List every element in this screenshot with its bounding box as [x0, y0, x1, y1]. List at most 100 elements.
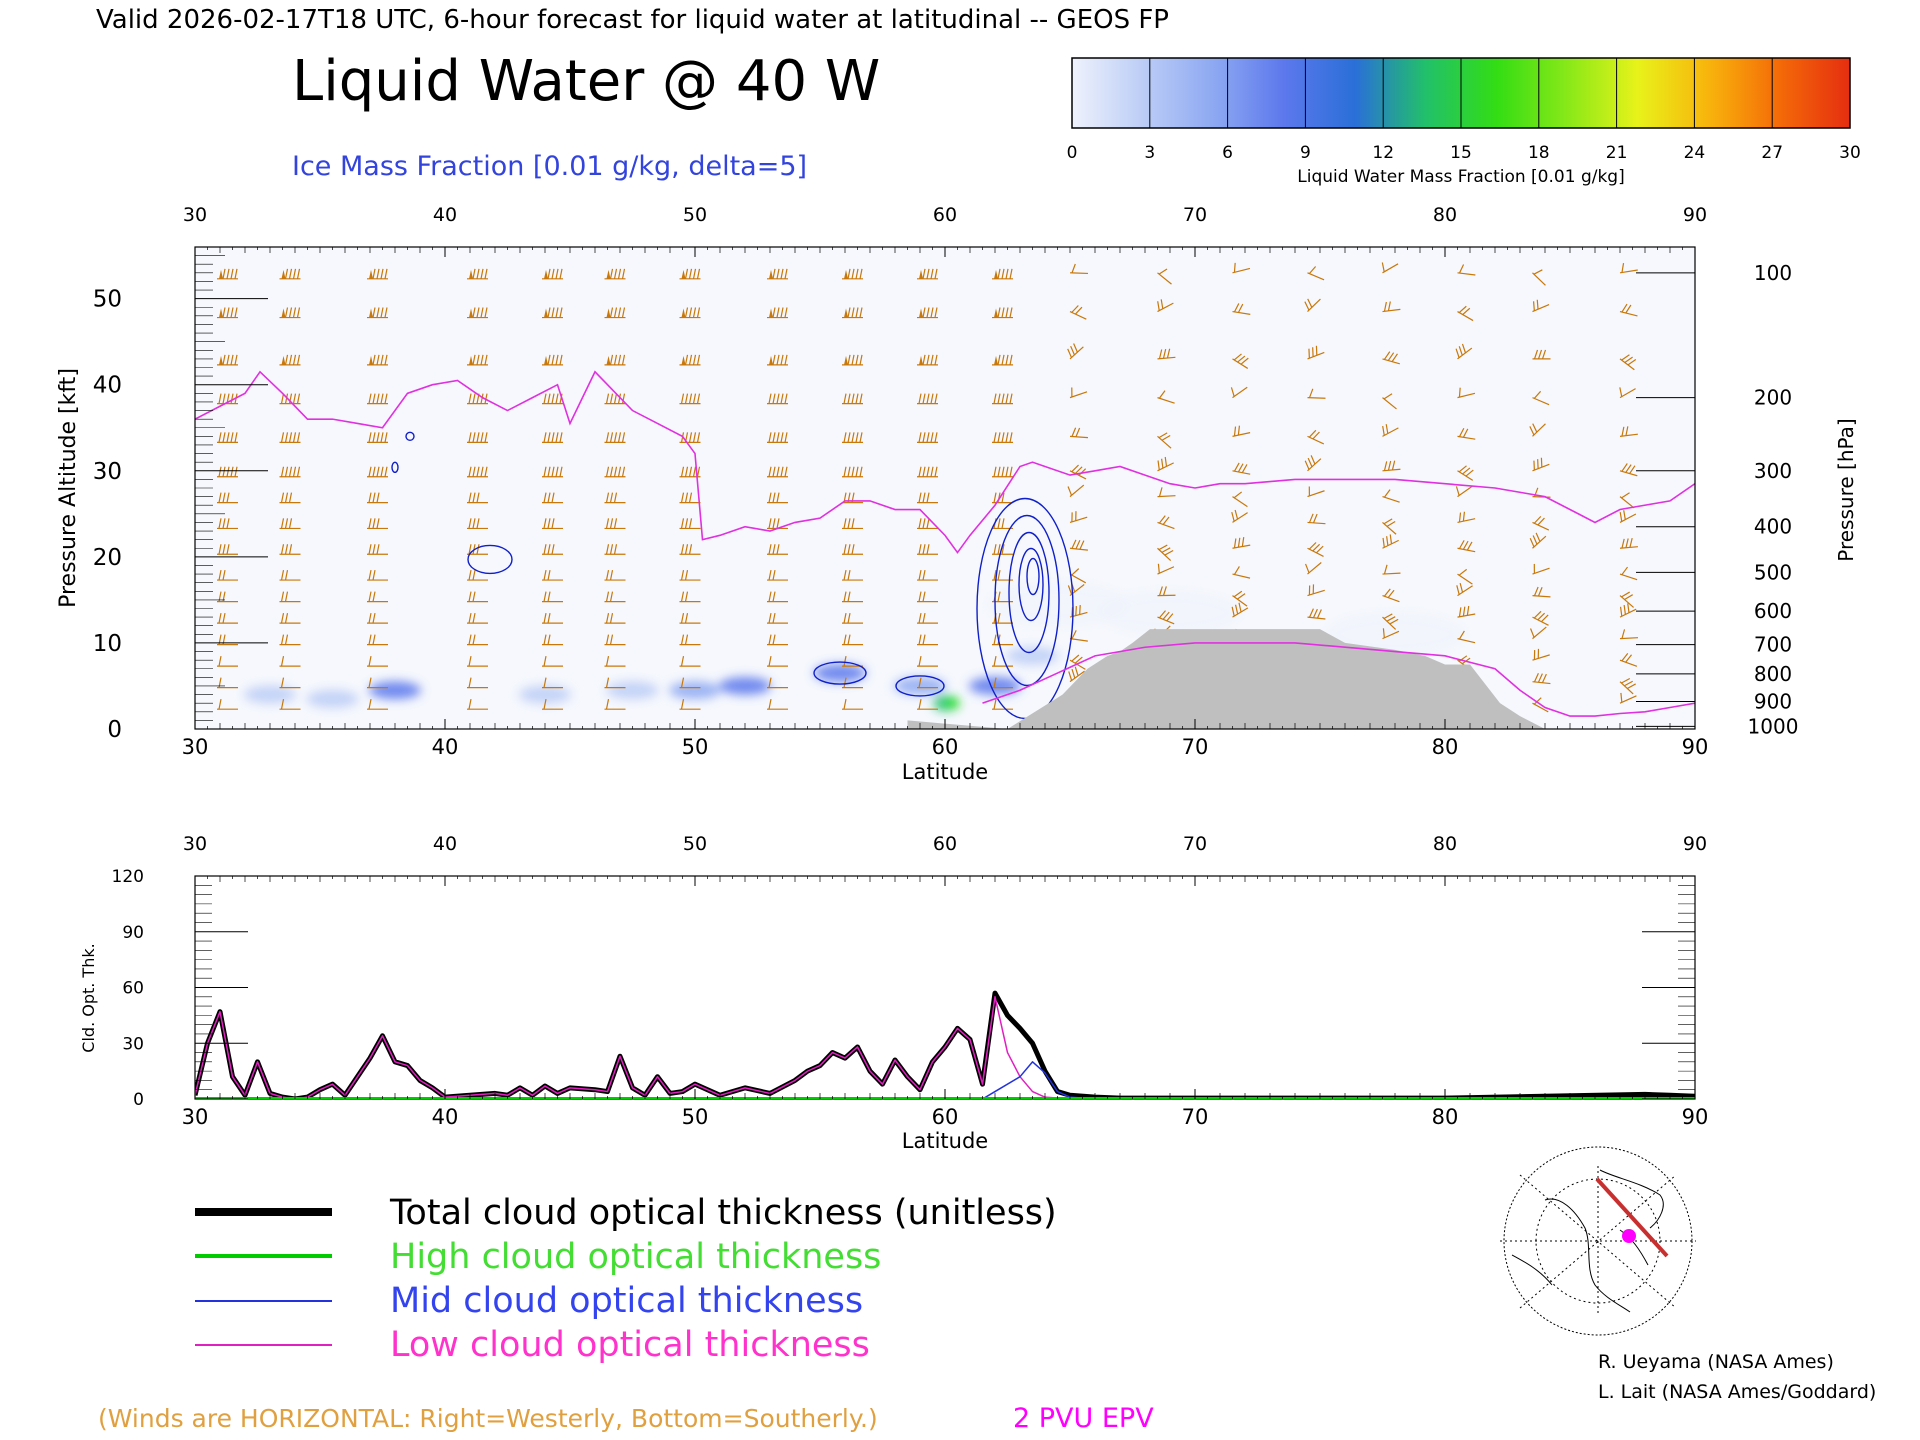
wind-barb: [767, 393, 788, 405]
wind-barb: [917, 268, 938, 280]
lower-x-tick-label: 80: [1432, 1105, 1459, 1129]
pressure-tick-label: 500: [1754, 560, 1792, 584]
colorbar-tick-label: 15: [1450, 143, 1472, 163]
wind-barb: [467, 518, 488, 530]
wind-barb: [367, 466, 388, 478]
wind-barb: [367, 699, 388, 710]
wind-barb: [367, 656, 388, 667]
upper-y-tick-label: 50: [93, 287, 122, 313]
pressure-tick-label: 1000: [1748, 714, 1799, 738]
winds-note: (Winds are HORIZONTAL: Right=Westerly, B…: [98, 1404, 878, 1433]
wind-barb: [542, 612, 563, 624]
wind-barb: [1232, 537, 1251, 549]
wind-barb: [1529, 423, 1546, 437]
wind-barb: [542, 393, 563, 405]
wind-barb: [842, 354, 863, 366]
liquid-water-blob: [719, 676, 771, 695]
wind-barb: [542, 634, 563, 646]
wind-barb: [279, 591, 301, 603]
wind-barb: [1157, 299, 1174, 313]
wind-barb: [604, 393, 626, 405]
wind-barb: [679, 354, 701, 366]
wind-barb: [767, 569, 788, 581]
upper-x-tick-label: 70: [1182, 735, 1209, 759]
upper-top-x-tick-label: 60: [933, 204, 957, 226]
wind-barb: [279, 699, 301, 710]
epv-label: 2 PVU EPV: [1013, 1403, 1154, 1434]
wind-barb: [604, 612, 626, 624]
wind-barb: [917, 518, 938, 530]
wind-barb: [217, 518, 238, 530]
lower-y-tick-label: 60: [122, 979, 144, 999]
wind-barb: [1382, 460, 1401, 472]
upper-y-tick-label: 10: [93, 631, 122, 657]
wind-barb: [1069, 263, 1089, 275]
wind-barb: [367, 393, 388, 405]
wind-barb: [279, 492, 301, 504]
lower-x-tick-label: 90: [1682, 1105, 1709, 1129]
colorbar-tick-label: 9: [1300, 143, 1311, 163]
wind-barb: [604, 677, 626, 689]
wind-barb: [992, 699, 1013, 710]
wind-barb: [1532, 610, 1549, 626]
wind-barb: [767, 612, 788, 624]
wind-barb: [467, 656, 488, 667]
lower-top-x-tick-label: 60: [933, 833, 957, 855]
wind-barb: [1455, 343, 1473, 360]
wind-barb: [1069, 427, 1088, 439]
wind-barb: [467, 492, 488, 504]
upper-top-x-tick-label: 40: [433, 204, 457, 226]
wind-barb: [767, 354, 788, 366]
wind-barb: [279, 354, 301, 366]
ice-contour: [1018, 547, 1044, 622]
wind-barb: [767, 591, 788, 603]
wind-barb: [1619, 677, 1636, 695]
liquid-water-blob: [519, 685, 571, 704]
colorbar-tick-label: 24: [1684, 143, 1706, 163]
wind-barb: [679, 569, 701, 581]
wind-barb: [217, 612, 238, 624]
wind-barb: [1456, 582, 1473, 597]
wind-barb: [842, 612, 863, 624]
wind-barb: [1231, 509, 1248, 523]
wind-barb: [679, 699, 701, 710]
wind-barb: [1232, 353, 1249, 369]
wind-barb: [1232, 462, 1251, 475]
liquid-water-blob: [306, 689, 359, 708]
wind-barb: [1382, 518, 1397, 535]
legend-label-total: Total cloud optical thickness (unitless): [389, 1193, 1057, 1233]
valid-line: Valid 2026-02-17T18 UTC, 6-hour forecast…: [96, 5, 1169, 35]
upper-x-tick-label: 60: [932, 735, 959, 759]
wind-barb: [604, 307, 626, 319]
wind-barb: [917, 393, 938, 405]
liquid-water-blob: [1006, 646, 1059, 665]
wind-barb: [1157, 563, 1175, 575]
wind-barb: [1529, 626, 1547, 640]
wind-barb: [917, 591, 938, 603]
wind-barb: [679, 612, 701, 624]
ice-contour: [467, 544, 513, 575]
wind-barb: [542, 699, 563, 710]
liquid-water-core: [945, 697, 960, 710]
wind-barb: [842, 393, 863, 405]
wind-barb: [1382, 424, 1399, 437]
ice-contour: [405, 431, 415, 442]
wind-barb: [1619, 263, 1638, 274]
liquid-water-blob: [669, 681, 721, 700]
ice-contour: [895, 675, 945, 697]
lower-x-tick-label: 70: [1182, 1105, 1209, 1129]
wind-barb: [279, 518, 301, 530]
wind-barb: [1307, 608, 1326, 620]
lower-x-tick-label: 50: [682, 1105, 709, 1129]
lower-y-tick-label: 30: [122, 1034, 144, 1054]
wind-barb: [1619, 510, 1637, 523]
wind-barb: [917, 656, 938, 667]
wind-barb: [842, 268, 863, 280]
wind-barb: [1307, 266, 1325, 281]
wind-barb: [842, 634, 863, 646]
wind-barb: [279, 432, 301, 443]
wind-barb: [1157, 432, 1172, 449]
upper-x-tick-label: 80: [1432, 735, 1459, 759]
wind-barb: [917, 612, 938, 624]
colorbar: 0 3 6 9 12 15 18 21 24 27 30 Liquid Water Mass Fra…: [1067, 57, 1861, 187]
